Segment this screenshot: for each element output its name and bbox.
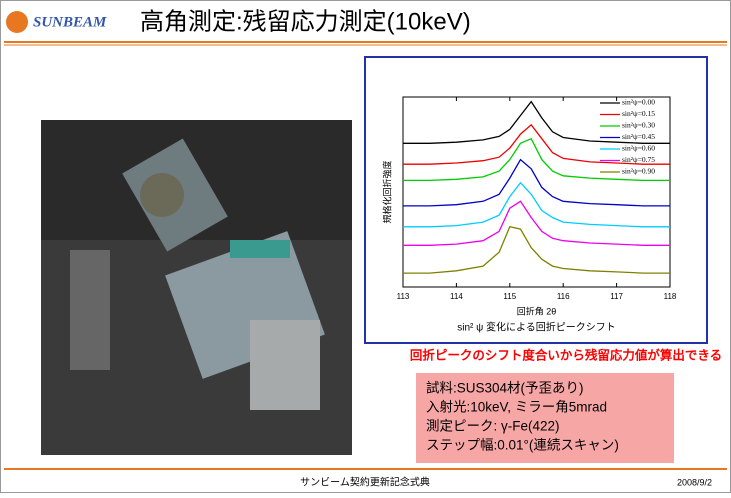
legend-label: sin²ψ=0.90: [622, 167, 655, 176]
x-tick-label: 116: [557, 292, 570, 301]
slide: SUNBEAM 高角測定:残留応力測定(10keV) 113 114 115 116 1…: [0, 0, 731, 493]
logo: SUNBEAM: [33, 14, 107, 30]
logo-icon: [6, 11, 28, 33]
legend-label: sin²ψ=0.15: [622, 109, 655, 118]
chart-caption: sin² ψ 変化による回折ピークシフト: [457, 321, 616, 334]
footer-date: 2008/9/2: [677, 477, 712, 487]
info-line: 入射光:10keV, ミラー角5mrad: [426, 400, 607, 415]
x-axis-label: 回折角 2θ: [517, 305, 557, 316]
legend-label: sin²ψ=0.30: [622, 121, 655, 130]
chart-box: [365, 57, 707, 343]
photo: [41, 120, 352, 455]
note: 回折ピークのシフト度合いから残留応力値が算出できる: [410, 347, 722, 362]
info-line: 試料:SUS304材(予歪あり): [426, 381, 584, 396]
y-axis-label: 規格化回折強度: [381, 160, 392, 223]
legend-label: sin²ψ=0.75: [622, 155, 655, 164]
x-tick-label: 115: [503, 292, 516, 301]
x-tick-label: 117: [610, 292, 623, 301]
footer-text: サンビーム契約更新記念式典: [300, 476, 430, 489]
slide-title: 高角測定:残留応力測定(10keV): [140, 8, 471, 35]
info-line: 測定ピーク: γ-Fe(422): [426, 419, 560, 434]
info-line: ステップ幅:0.01°(連続スキャン): [426, 438, 619, 453]
legend-label: sin²ψ=0.45: [622, 132, 655, 141]
legend-label: sin²ψ=0.00: [622, 98, 655, 107]
x-tick-label: 113: [397, 292, 410, 301]
x-tick-label: 114: [450, 292, 463, 301]
x-tick-label: 118: [664, 292, 677, 301]
legend-label: sin²ψ=0.60: [622, 144, 655, 153]
